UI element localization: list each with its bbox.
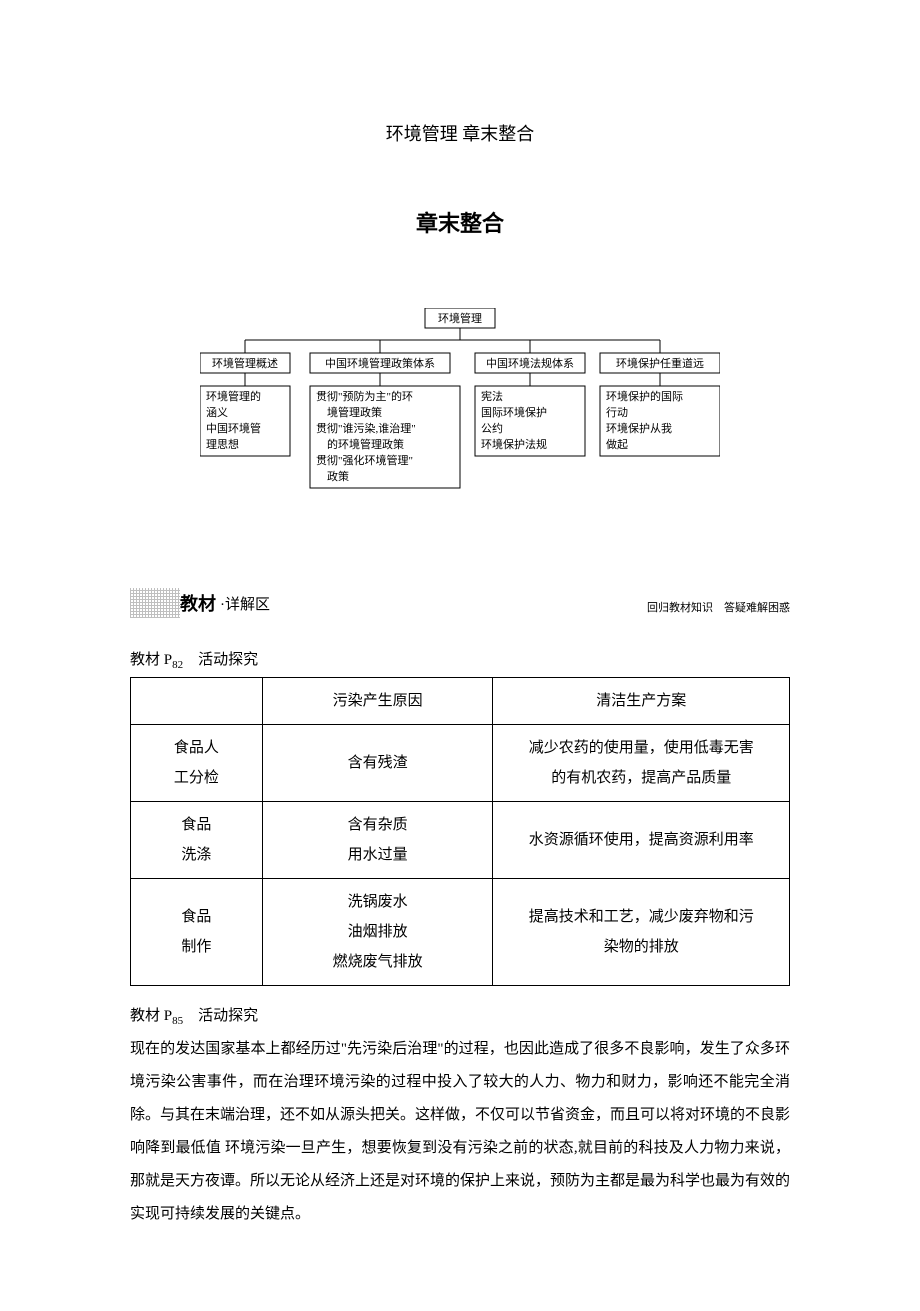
ref2-sub: 85: [172, 1015, 183, 1027]
diagram-col2-l1: 贯彻"预防为主"的环: [316, 389, 413, 403]
table-r1c3: 减少农药的使用量，使用低毒无害的有机农药，提高产品质量: [493, 725, 790, 802]
diagram-col3-header: 中国环境法规体系: [486, 356, 574, 370]
table-h1: [131, 678, 263, 725]
diagram-col2-l5: 贯彻"强化环境管理": [316, 453, 413, 467]
diagram-col4-l2: 行动: [606, 406, 628, 419]
table-r3c2: 洗锅废水油烟排放燃烧废气排放: [262, 879, 493, 986]
page-title: 环境管理 章末整合: [130, 120, 790, 146]
ref1-sub: 82: [172, 659, 183, 671]
table-r2c2: 含有杂质用水过量: [262, 802, 493, 879]
table-header-row: 污染产生原因 清洁生产方案: [131, 678, 790, 725]
diagram-col4-l3: 环境保护从我: [606, 421, 672, 435]
diagram-root-label: 环境管理: [438, 311, 482, 325]
diagram-col3-l2: 国际环境保护: [481, 405, 547, 419]
table-r2c3: 水资源循环使用，提高资源利用率: [493, 802, 790, 879]
diagram-col1-header: 环境管理概述: [212, 356, 278, 370]
diagram-col2-l4: 的环境管理政策: [316, 437, 404, 451]
diagram-col1-l1: 环境管理的: [206, 389, 261, 403]
diagram-col4-l1: 环境保护的国际: [606, 389, 683, 403]
table-r1c1: 食品人工分检: [131, 725, 263, 802]
hierarchy-diagram: 环境管理 环境管理概述 环境管理的 涵义 中国环境管 理思想 中国环境管理政策体…: [200, 308, 720, 508]
table-r1c2: 含有残渣: [262, 725, 493, 802]
section-note: 回归教材知识 答疑难解困惑: [647, 599, 790, 618]
table-r3c1: 食品制作: [131, 879, 263, 986]
sub-title: 章末整合: [130, 206, 790, 238]
table-h2: 污染产生原因: [262, 678, 493, 725]
textbook-ref-1: 教材 P82 活动探究: [130, 648, 790, 671]
ref1-prefix: 教材 P: [130, 652, 172, 668]
diagram-col4-l4: 做起: [606, 437, 628, 451]
diagram-col1-l4: 理思想: [206, 437, 239, 451]
diagram-col1-l3: 中国环境管: [206, 421, 261, 435]
diagram-col2-header: 中国环境管理政策体系: [325, 356, 435, 370]
section-header: 教材 ·详解区 回归教材知识 答疑难解困惑: [130, 588, 790, 618]
table-r3c3: 提高技术和工艺，减少废弃物和污染物的排放: [493, 879, 790, 986]
ref2-suffix: 活动探究: [183, 1008, 258, 1024]
table-h3: 清洁生产方案: [493, 678, 790, 725]
diagram-col2-l2: 境管理政策: [316, 405, 382, 419]
hatch-decoration: [130, 588, 180, 618]
diagram-col3-l4: 环境保护法规: [481, 437, 547, 451]
section-suffix: ·详解区: [220, 593, 270, 614]
diagram-col4-header: 环境保护任重道远: [616, 356, 704, 370]
table-row: 食品制作 洗锅废水油烟排放燃烧废气排放 提高技术和工艺，减少废弃物和污染物的排放: [131, 879, 790, 986]
table-r2c1: 食品洗涤: [131, 802, 263, 879]
table-row: 食品洗涤 含有杂质用水过量 水资源循环使用，提高资源利用率: [131, 802, 790, 879]
body-paragraph: 现在的发达国家基本上都经历过"先污染后治理"的过程，也因此造成了很多不良影响，发…: [130, 1033, 790, 1231]
pollution-table: 污染产生原因 清洁生产方案 食品人工分检 含有残渣 减少农药的使用量，使用低毒无…: [130, 677, 790, 986]
ref2-prefix: 教材 P: [130, 1008, 172, 1024]
diagram-col3-l3: 公约: [481, 422, 503, 435]
textbook-ref-2: 教材 P85 活动探究: [130, 1004, 790, 1027]
section-name: 教材: [180, 590, 216, 616]
diagram-col1-l2: 涵义: [206, 405, 228, 419]
diagram-col2-l3: 贯彻"谁污染,谁治理": [316, 421, 416, 435]
ref1-suffix: 活动探究: [183, 652, 258, 668]
diagram-col3-l1: 宪法: [481, 389, 503, 403]
table-row: 食品人工分检 含有残渣 减少农药的使用量，使用低毒无害的有机农药，提高产品质量: [131, 725, 790, 802]
diagram-col2-l6: 政策: [316, 469, 349, 483]
